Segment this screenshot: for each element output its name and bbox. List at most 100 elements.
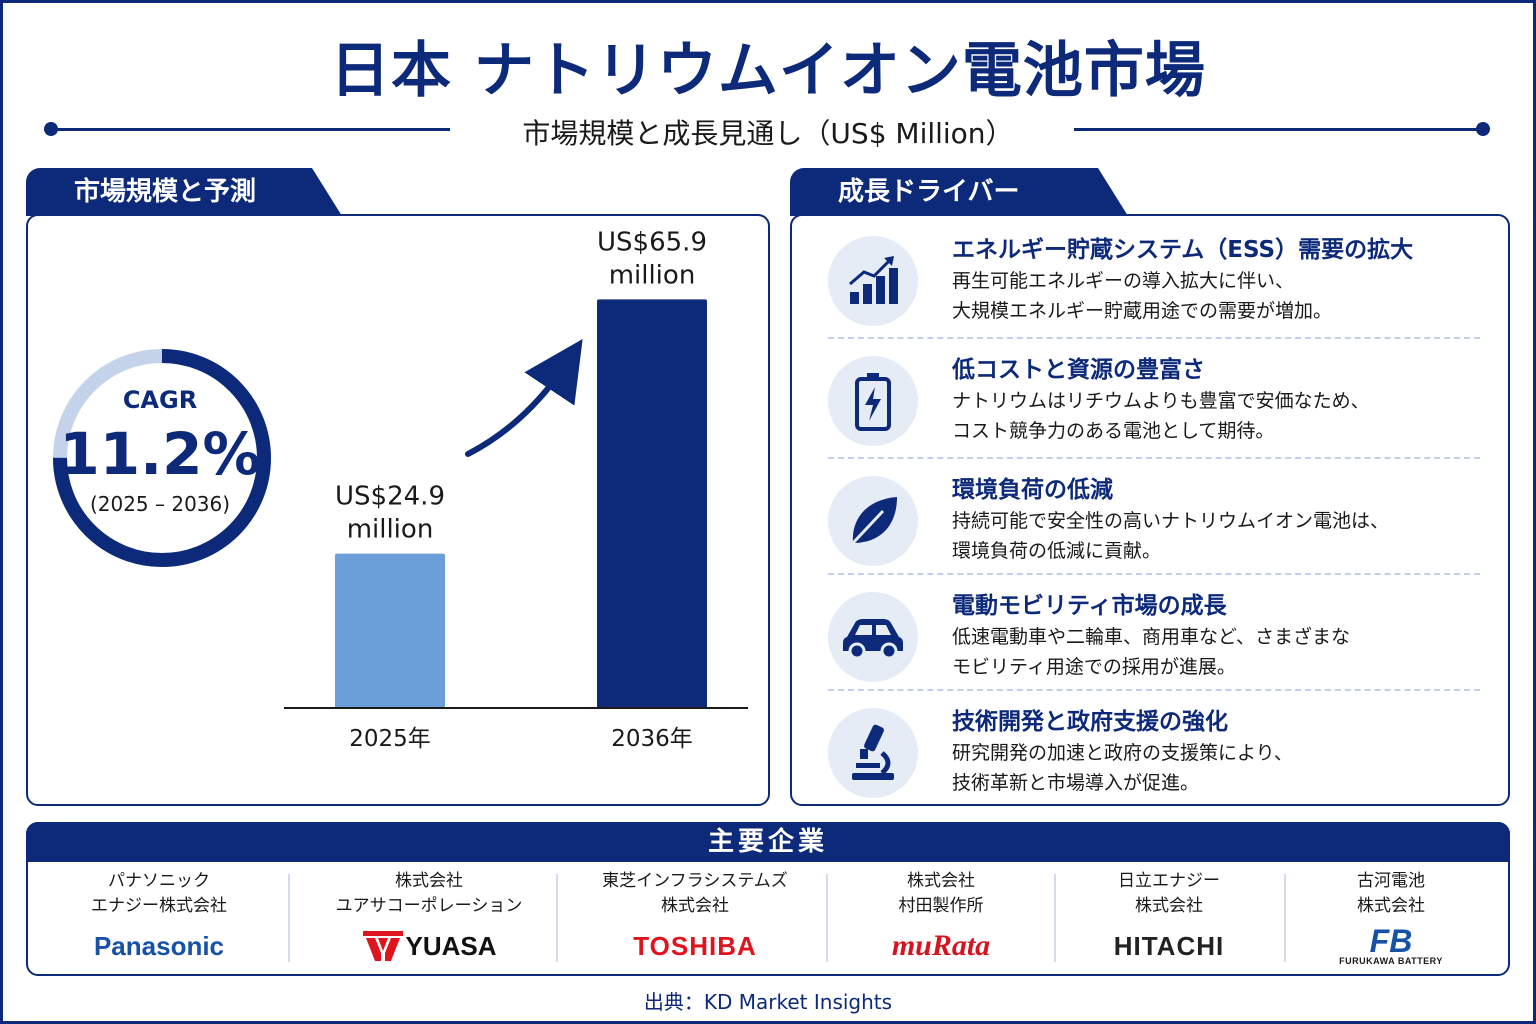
yuasa-mark-icon <box>363 931 404 961</box>
murata-logo: muRata <box>818 926 1064 966</box>
driver-description-line: 技術革新と市場導入が促進。 <box>952 772 1200 794</box>
murata-logo-text: muRata <box>891 929 991 962</box>
company-name-line: 株式会社 <box>907 871 975 891</box>
subtitle-right-line <box>1074 128 1486 131</box>
panasonic-logo: Panasonic <box>36 926 282 966</box>
driver-description-line: 持続可能で安全性の高いナトリウムイオン電池は、 <box>952 510 1390 532</box>
x-tick-label: 2025年 <box>349 726 431 752</box>
driver-description: 研究開発の加速と政府の支援策により、 技術革新と市場導入が促進。 <box>952 738 1293 798</box>
driver-divider <box>828 573 1480 575</box>
driver-title: 技術開発と政府支援の強化 <box>952 709 1228 735</box>
driver-divider <box>828 457 1480 459</box>
cagr-ring-arc <box>53 349 271 567</box>
company-name-line: 東芝インフラシステムズ <box>602 871 788 891</box>
battery-icon <box>855 373 891 431</box>
company-name: 日立エナジー 株式会社 <box>1046 868 1292 920</box>
company-name-line: 株式会社 <box>1357 896 1425 916</box>
company-name: 東芝インフラシステムズ 株式会社 <box>572 868 818 920</box>
company-divider <box>556 874 558 962</box>
driver-description-line: コスト競争力のある電池として期待。 <box>952 420 1275 442</box>
driver-divider <box>828 337 1480 339</box>
bar-1 <box>597 299 707 708</box>
cagr-period: (2025 – 2036) <box>89 492 231 516</box>
source-note: 出典：KD Market Insights <box>643 990 893 1014</box>
panasonic-logo-text: Panasonic <box>93 930 225 961</box>
driver-item-technology: 技術開発と政府支援の強化 研究開発の加速と政府の支援策により、 技術革新と市場導… <box>828 700 1480 810</box>
car-icon <box>843 619 903 659</box>
furukawa-logo-mark: FB <box>1369 923 1413 959</box>
subtitle-right-dot <box>1476 122 1490 136</box>
driver-description-line: 大規模エネルギー貯蔵用途での需要が増加。 <box>952 300 1333 322</box>
driver-item-low-cost: 低コストと資源の豊富さ ナトリウムはリチウムよりも豊富で安価なため、 コスト競争… <box>828 348 1480 458</box>
company-name: 古河電池 株式会社 <box>1268 868 1514 920</box>
microscope-icon <box>852 724 894 780</box>
driver-icon-circle <box>828 592 918 682</box>
yuasa-logo: YUASA <box>306 926 552 966</box>
yuasa-logo-text: YUASA <box>405 930 497 961</box>
furukawa-logo: FB FURUKAWA BATTERY <box>1268 923 1514 966</box>
subtitle-row: 市場規模と成長見通し（US$ Million） <box>44 112 1492 150</box>
growth-arrow-icon <box>465 339 583 457</box>
driver-icon-circle <box>828 708 918 798</box>
hitachi-logo-text: HITACHI <box>1113 930 1225 961</box>
bar-data-label: US$65.9 <box>597 227 707 257</box>
toshiba-logo: TOSHIBA <box>572 926 818 966</box>
driver-item-environment: 環境負荷の低減 持続可能で安全性の高いナトリウムイオン電池は、 環境負荷の低減に… <box>828 468 1480 578</box>
driver-title: 低コストと資源の豊富さ <box>952 357 1205 383</box>
company-panasonic: パナソニック エナジー株式会社 Panasonic <box>36 868 282 972</box>
company-hitachi: 日立エナジー 株式会社 HITACHI <box>1046 868 1292 972</box>
toshiba-logo-text: TOSHIBA <box>633 930 757 961</box>
company-name-line: 古河電池 <box>1357 871 1425 891</box>
company-name: パナソニック エナジー株式会社 <box>36 868 282 920</box>
driver-description-line: 研究開発の加速と政府の支援策により、 <box>952 742 1293 764</box>
company-name-line: 株式会社 <box>395 871 463 891</box>
hitachi-logo: HITACHI <box>1046 926 1292 966</box>
driver-title: エネルギー貯蔵システム（ESS）需要の拡大 <box>952 237 1414 263</box>
cagr-ring <box>53 349 271 567</box>
key-companies-header: 主要企業 <box>26 822 1510 862</box>
company-name-line: ユアサコーポレーション <box>335 896 523 916</box>
company-divider <box>1284 874 1286 962</box>
bar-data-label: US$24.9 <box>335 482 445 512</box>
company-name: 株式会社 ユアサコーポレーション <box>306 868 552 920</box>
page-title: 日本 ナトリウムイオン電池市場 <box>330 36 1206 106</box>
bar-chart-growth-icon <box>849 256 898 304</box>
driver-divider <box>828 689 1480 691</box>
driver-description-line: 再生可能エネルギーの導入拡大に伴い、 <box>952 270 1295 292</box>
company-name-line: 村田製作所 <box>898 896 984 916</box>
company-name-line: 日立エナジー <box>1118 871 1220 891</box>
company-name: 株式会社 村田製作所 <box>818 868 1064 920</box>
driver-description: ナトリウムはリチウムよりも豊富で安価なため、 コスト競争力のある電池として期待。 <box>952 386 1370 446</box>
driver-item-ess: エネルギー貯蔵システム（ESS）需要の拡大 再生可能エネルギーの導入拡大に伴い、… <box>828 228 1480 338</box>
driver-description-line: 環境負荷の低減に貢献。 <box>952 540 1162 562</box>
x-tick-label: 2036年 <box>611 726 693 752</box>
driver-title: 環境負荷の低減 <box>952 477 1113 503</box>
company-murata: 株式会社 村田製作所 muRata <box>818 868 1064 972</box>
company-name-line: 株式会社 <box>1135 896 1203 916</box>
driver-description-line: 低速電動車や二輪車、商用車など、さまざまな <box>952 626 1351 648</box>
subtitle: 市場規模と成長見通し（US$ Million） <box>522 117 1014 150</box>
company-toshiba: 東芝インフラシステムズ 株式会社 TOSHIBA <box>572 868 818 972</box>
driver-item-mobility: 電動モビリティ市場の成長 低速電動車や二輪車、商用車など、さまざまな モビリティ… <box>828 584 1480 694</box>
bar-data-label: million <box>347 515 434 545</box>
driver-description-line: ナトリウムはリチウムよりも豊富で安価なため、 <box>952 390 1370 412</box>
driver-title: 電動モビリティ市場の成長 <box>952 593 1227 619</box>
company-name-line: パナソニック <box>108 871 210 891</box>
bar-0 <box>335 553 445 708</box>
market-size-tab: 市場規模と予測 <box>26 168 342 216</box>
company-divider <box>826 874 828 962</box>
company-divider <box>1054 874 1056 962</box>
company-name-line: エナジー株式会社 <box>91 896 227 916</box>
company-name-line: 株式会社 <box>661 896 729 916</box>
bar-data-label: million <box>609 260 696 290</box>
company-yuasa: 株式会社 ユアサコーポレーション YUASA <box>306 868 552 972</box>
growth-drivers-tab: 成長ドライバー <box>790 168 1128 216</box>
subtitle-left-line <box>50 128 450 131</box>
furukawa-logo-text: FURUKAWA BATTERY <box>1339 956 1443 966</box>
driver-description: 持続可能で安全性の高いナトリウムイオン電池は、 環境負荷の低減に貢献。 <box>952 506 1389 566</box>
driver-description: 低速電動車や二輪車、商用車など、さまざまな モビリティ用途での採用が進展。 <box>952 622 1350 682</box>
cagr-value: 11.2% <box>59 420 261 488</box>
driver-icon-circle <box>828 476 918 566</box>
